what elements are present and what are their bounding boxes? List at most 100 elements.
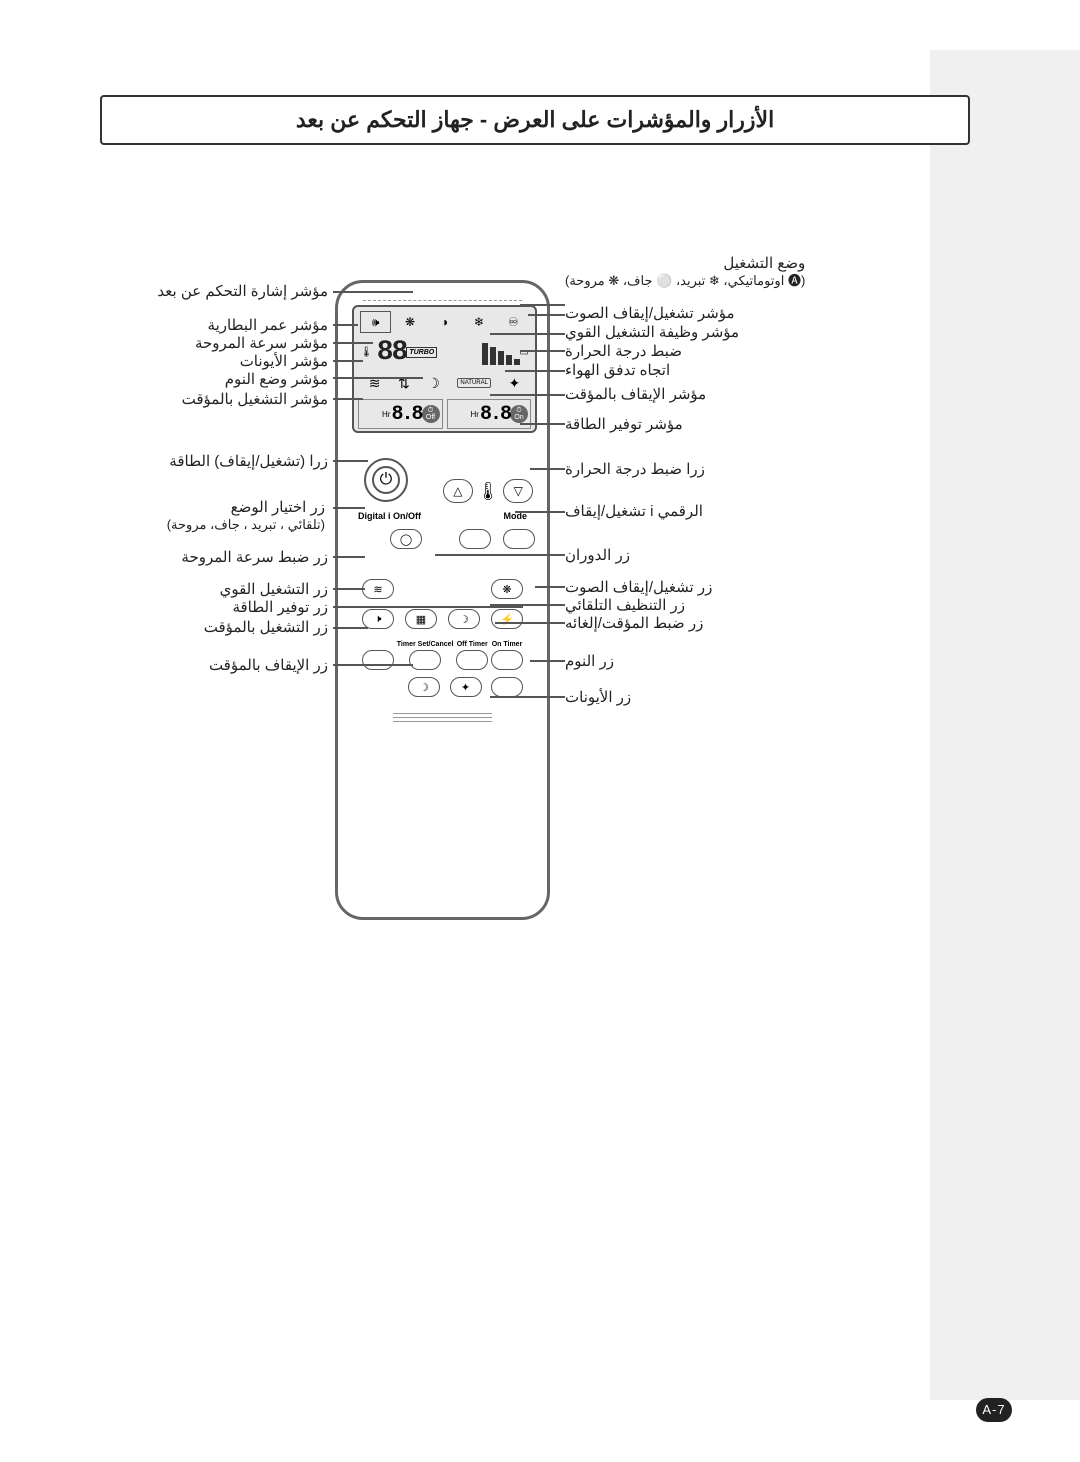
- line-fanbtn: [333, 556, 365, 558]
- label-ontimer-button: زر التشغيل بالمؤقت: [148, 618, 328, 636]
- line-airflow: [505, 370, 565, 372]
- thermometer-icon: 🌡: [477, 481, 500, 502]
- turbo-button[interactable]: ⚡: [491, 609, 523, 629]
- label-turbo-indicator: مؤشر وظيفة التشغيل القوي: [565, 323, 739, 341]
- label-energy-button: زر توفير الطاقة: [148, 598, 328, 616]
- lcd-mode-row: ♾ ❄ ◑ ❋ 🕪: [360, 311, 529, 333]
- label-quiet-button: زر تشغيل/إيقاف الصوت: [565, 578, 712, 596]
- line-quiet: [528, 314, 565, 316]
- page-title: الأزرار والمؤشرات على العرض - جهاز التحك…: [122, 107, 948, 133]
- label-ion-button: زر الأيونات: [565, 688, 631, 706]
- quiet-button[interactable]: 🕨: [362, 609, 394, 629]
- energy-button-group: [362, 641, 394, 670]
- on-timer-hr: Hr: [471, 410, 479, 419]
- power-button[interactable]: ⏻: [364, 458, 408, 502]
- digital-label: Digital i On/Off: [358, 511, 421, 529]
- button-grid-row4: ✦ ☽: [408, 677, 523, 697]
- quiet-icon: 🕪: [360, 311, 391, 333]
- fan-mode-icon: ❋: [394, 311, 425, 333]
- mode-button-row: ◯: [362, 529, 422, 549]
- off-timer-badge: ⏱Off: [422, 405, 440, 423]
- auto-mode-icon: ♾: [498, 311, 529, 333]
- dry-mode-icon: ◑: [429, 311, 460, 333]
- button-label-row: Mode Digital i On/Off: [358, 511, 527, 529]
- label-power-button: زرا (تشغيل/إيقاف) الطاقة: [148, 452, 328, 470]
- off-timer-digits: 8.8: [391, 403, 421, 426]
- button-grid-row1: ❋ ≋: [362, 579, 523, 599]
- line-sleepind: [333, 377, 423, 379]
- lcd-timer-row: ⏱On 8.8 Hr ⏱Off 8.8 Hr: [358, 399, 531, 429]
- on-timer-badge: ⏱On: [510, 405, 528, 423]
- off-timer-button2[interactable]: [491, 677, 523, 697]
- label-swing-button: زر الدوران: [565, 546, 630, 564]
- off-timer-button-group: Off Timer: [456, 641, 488, 670]
- line-modebtn: [333, 507, 365, 509]
- label-turbo-button: زر التشغيل القوي: [148, 580, 328, 598]
- vent-lines: [393, 713, 492, 725]
- fan-speed-button[interactable]: ❋: [491, 579, 523, 599]
- on-timer-display: ⏱On 8.8 Hr: [447, 399, 532, 429]
- line-turbobtn: [333, 588, 365, 590]
- battery-icon: ▭: [520, 347, 529, 358]
- label-digital: الرقمي i تشغيل/إيقاف: [565, 502, 703, 520]
- remote-body: ♾ ❄ ◑ ❋ 🕪 ▭ TURBO 88 🌡: [335, 280, 550, 920]
- off-timer-label: Off Timer: [457, 641, 488, 649]
- off-timer-display: ⏱Off 8.8 Hr: [358, 399, 443, 429]
- line-swing: [435, 554, 565, 556]
- natural-indicator: NATURAL: [457, 378, 491, 388]
- off-timer-button[interactable]: [456, 650, 488, 670]
- on-timer-button-group: On Timer: [491, 641, 523, 670]
- page-number-badge: A-7: [976, 1398, 1012, 1422]
- digital-on-button[interactable]: [503, 529, 535, 549]
- button-grid-row3: On Timer Off Timer Timer Set/Cancel: [362, 641, 523, 670]
- label-energy-indicator: مؤشر توفير الطاقة: [565, 415, 683, 433]
- swing-button[interactable]: ≋: [362, 579, 394, 599]
- fan-speed-bars: [437, 339, 519, 365]
- ir-window: [363, 293, 522, 301]
- timer-set-button-group: Timer Set/Cancel: [397, 641, 454, 670]
- line-digital: [515, 511, 565, 513]
- label-fanspeed-indicator: مؤشر سرعة المروحة: [148, 334, 328, 352]
- line-quietbtn: [535, 586, 565, 588]
- temp-down-button[interactable]: ▽: [503, 479, 533, 503]
- mode-label: Mode: [504, 511, 528, 529]
- sleep-indicator-icon: ☽: [427, 375, 440, 392]
- line-timerset: [495, 622, 565, 624]
- line-energybtn: [333, 606, 523, 608]
- temperature-display: 88: [377, 337, 407, 368]
- line-ontimerind: [333, 398, 363, 400]
- autoclean-button[interactable]: ▦: [405, 609, 437, 629]
- sleep-button-icon[interactable]: ☽: [448, 609, 480, 629]
- label-sleep-indicator: مؤشر وضع النوم: [148, 370, 328, 388]
- line-ontimerbtn: [333, 627, 368, 629]
- ion-button[interactable]: ✦: [450, 677, 482, 697]
- label-airflow: اتجاه تدفق الهواء: [565, 361, 670, 379]
- timer-set-button[interactable]: [409, 650, 441, 670]
- energy-saver-button[interactable]: [362, 650, 394, 670]
- label-offtimer-button: زر الإيقاف بالمؤقت: [148, 656, 328, 674]
- on-timer-button[interactable]: [491, 650, 523, 670]
- label-quiet-indicator: مؤشر تشغيل/إيقاف الصوت: [565, 304, 734, 322]
- label-fan-button: زر ضبط سرعة المروحة: [148, 548, 328, 566]
- turbo-indicator: TURBO: [406, 347, 437, 358]
- button-grid-row2: ⚡ ☽ ▦ 🕨: [362, 609, 523, 629]
- line-ionind: [333, 360, 363, 362]
- sleep-button[interactable]: ☽: [408, 677, 440, 697]
- line-turbo: [490, 333, 565, 335]
- temp-up-button[interactable]: △: [443, 479, 473, 503]
- power-icon: ⏻: [372, 466, 400, 494]
- on-timer-digits: 8.8: [480, 403, 510, 426]
- label-mode-button: زر اختيار الوضع (تلقائي ، تبريد ، جاف، م…: [125, 498, 325, 533]
- label-autoclean-button: زر التنظيف التلقائي: [565, 596, 685, 614]
- mode-button[interactable]: ◯: [390, 529, 422, 549]
- ion-indicator-icon: ✦: [509, 375, 521, 392]
- energy-label: [377, 641, 379, 649]
- off-timer-hr: Hr: [382, 410, 390, 419]
- digital-off-button[interactable]: [459, 529, 491, 549]
- label-battery-indicator: مؤشر عمر البطارية: [148, 316, 328, 334]
- label-offtimer-indicator: مؤشر الإيقاف بالمؤقت: [565, 385, 706, 403]
- label-sleep-button: زر النوم: [565, 652, 614, 670]
- temperature-buttons: ▽ 🌡 △: [443, 476, 533, 506]
- label-ion-indicator: مؤشر الأيونات: [148, 352, 328, 370]
- line-sleepbtn: [530, 660, 565, 662]
